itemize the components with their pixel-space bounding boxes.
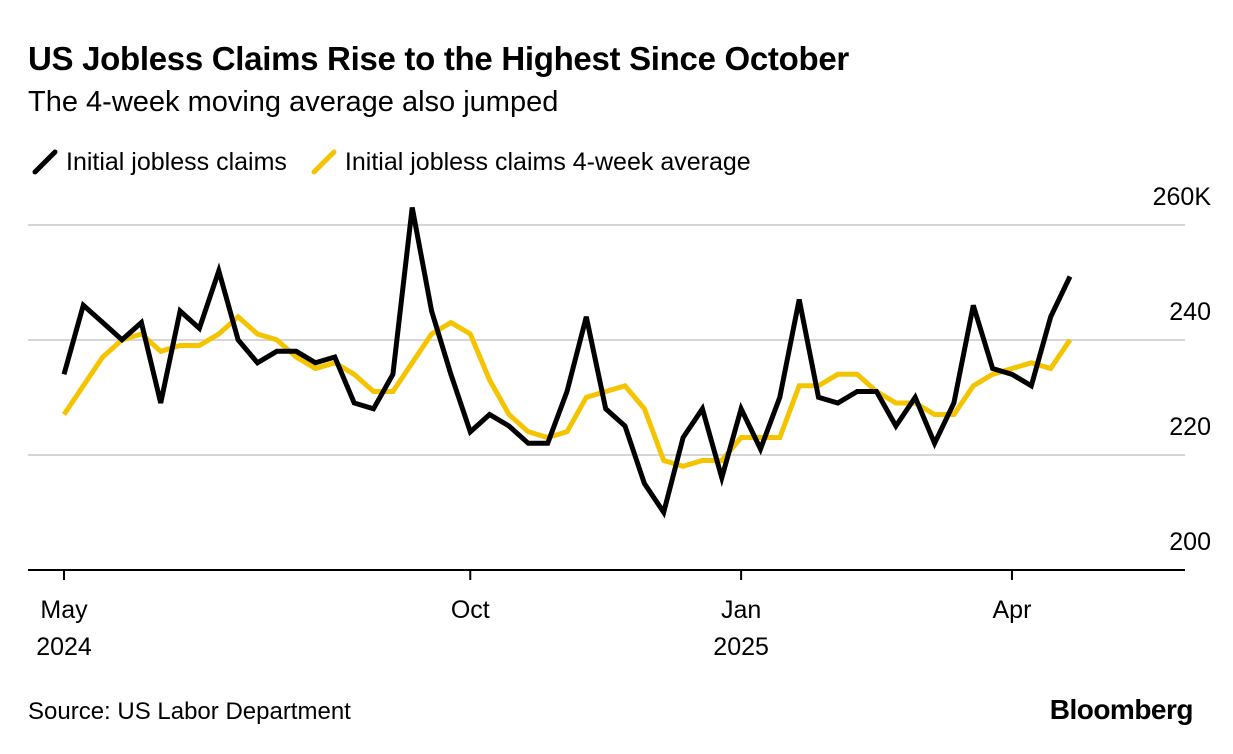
legend-label-average: Initial jobless claims 4-week average [344, 147, 751, 176]
x-axis: May 2024 Oct Jan 2025 Apr [28, 569, 1185, 661]
y-tick-label: 220 [1169, 413, 1211, 441]
x-tick-label: May [40, 596, 88, 624]
legend-item-average: Initial jobless claims 4-week average [309, 147, 751, 177]
series-line-initial-claims [61, 207, 1073, 519]
y-axis-labels: 200 220 240 260K [1153, 183, 1212, 556]
y-tick-label: 240 [1169, 298, 1211, 326]
x-tick-sublabel: 2025 [713, 633, 769, 661]
y-tick-label: 200 [1169, 528, 1211, 556]
brand-logo: Bloomberg [1049, 694, 1194, 725]
legend: Initial jobless claims Initial jobless c… [30, 147, 773, 177]
legend-swatch-average-icon [311, 149, 337, 175]
source-note: Source: US Labor Department [28, 698, 351, 725]
gridlines [28, 224, 1185, 456]
series-lines [61, 207, 1073, 519]
y-tick-label: 260K [1153, 183, 1212, 211]
legend-swatch-claims-icon [32, 149, 58, 175]
x-tick-label: Oct [451, 596, 490, 624]
chart-subtitle: The 4-week moving average also jumped [28, 86, 559, 118]
x-tick-label: Apr [993, 596, 1032, 624]
x-tick-label: Jan [721, 596, 761, 624]
x-tick-sublabel: 2024 [36, 633, 92, 661]
legend-label-claims: Initial jobless claims [66, 147, 287, 176]
legend-item-claims: Initial jobless claims [30, 147, 287, 177]
chart-title: US Jobless Claims Rise to the Highest Si… [28, 40, 849, 77]
